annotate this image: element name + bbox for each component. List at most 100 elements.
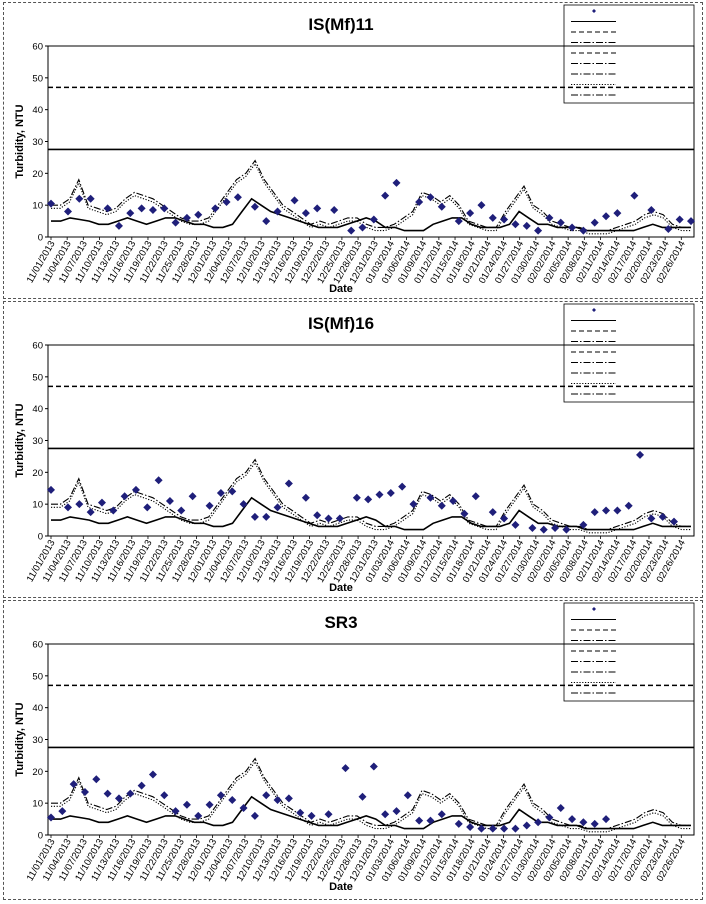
y-tick-label: 20: [32, 169, 43, 180]
data-point: [636, 450, 645, 459]
data-point: [273, 795, 282, 804]
data-point: [211, 204, 220, 213]
data-point: [148, 770, 157, 779]
data-point: [126, 209, 135, 218]
x-axis-label: Date: [329, 582, 353, 594]
data-point: [120, 492, 129, 501]
legend: [563, 303, 695, 403]
data-point: [216, 489, 225, 498]
data-point: [347, 226, 356, 235]
chart-panel-3: SR3 0 10 20 30 40 50 60 Turbidity, NTU 11/01/2013…: [3, 600, 703, 900]
x-axis-label: Date: [329, 283, 353, 295]
series-line-3: [51, 461, 691, 534]
data-point: [488, 824, 497, 833]
data-point: [194, 811, 203, 820]
y-axis-label: Turbidity, NTU: [14, 702, 26, 776]
data-point: [86, 194, 95, 203]
data-point: [126, 789, 135, 798]
data-point: [301, 493, 310, 502]
data-point: [148, 205, 157, 214]
data-point: [341, 764, 350, 773]
data-point: [114, 221, 123, 230]
data-point: [454, 217, 463, 226]
data-point: [398, 482, 407, 491]
data-point: [590, 218, 599, 227]
data-point: [369, 215, 378, 224]
series-line-2: [51, 458, 691, 531]
y-axis-label: Turbidity, NTU: [14, 104, 26, 178]
data-point: [562, 525, 571, 534]
y-tick-label: 60: [32, 640, 43, 651]
data-point: [556, 218, 565, 227]
y-tick-label: 0: [38, 233, 43, 244]
series-line-2: [51, 159, 691, 232]
data-point: [624, 501, 633, 510]
y-tick-label: 0: [38, 831, 43, 842]
data-point: [658, 512, 667, 521]
chart-title: IS(Mf)16: [308, 314, 374, 333]
y-tick-label: 40: [32, 105, 43, 116]
legend-swatch: [592, 308, 596, 312]
data-point: [381, 810, 390, 819]
data-point: [551, 524, 560, 533]
data-point: [250, 512, 259, 521]
data-point: [58, 807, 67, 816]
chart-panel-2: IS(Mf)16 0 10 20 30 40 50 60 Turbidity, NTU 11/01…: [3, 301, 703, 598]
legend-frame: [563, 4, 695, 104]
data-point: [488, 508, 497, 517]
data-point: [313, 511, 322, 520]
data-point: [103, 204, 112, 213]
data-point: [511, 520, 520, 529]
data-point: [177, 506, 186, 515]
y-tick-label: 40: [32, 703, 43, 714]
data-point: [205, 501, 214, 510]
data-point: [47, 199, 55, 208]
x-axis-label: Date: [329, 881, 353, 893]
data-point: [471, 492, 480, 501]
data-point: [137, 204, 146, 213]
y-tick-label: 40: [32, 404, 43, 415]
y-tick-label: 0: [38, 532, 43, 543]
data-point: [364, 495, 373, 504]
data-point: [171, 807, 180, 816]
y-tick-label: 50: [32, 671, 43, 682]
data-point: [154, 476, 163, 485]
data-point: [460, 509, 469, 518]
data-point: [324, 514, 333, 523]
data-point: [284, 479, 293, 488]
data-point: [500, 514, 509, 523]
data-point: [222, 197, 231, 206]
data-point: [568, 815, 577, 824]
data-point: [415, 816, 424, 825]
data-point: [488, 213, 497, 222]
data-point: [250, 202, 259, 211]
data-point: [630, 191, 639, 200]
data-point: [171, 218, 180, 227]
data-point: [664, 225, 673, 234]
data-point: [239, 500, 248, 509]
chart-title: SR3: [324, 613, 357, 632]
data-point: [262, 512, 271, 521]
data-point: [409, 500, 418, 509]
y-tick-label: 20: [32, 767, 43, 778]
legend-frame: [563, 303, 695, 403]
data-point: [556, 803, 565, 812]
y-tick-label: 50: [32, 73, 43, 84]
data-point: [392, 178, 401, 187]
data-point: [602, 506, 611, 515]
series-line-3: [51, 760, 691, 833]
data-point: [381, 191, 390, 200]
data-point: [165, 496, 174, 505]
data-point: [579, 818, 588, 827]
data-point: [216, 791, 225, 800]
data-point: [109, 506, 118, 515]
data-point: [522, 221, 531, 230]
data-point: [477, 201, 486, 210]
data-point: [437, 501, 446, 510]
data-point: [290, 196, 299, 205]
data-point: [522, 821, 531, 830]
data-point: [228, 795, 237, 804]
